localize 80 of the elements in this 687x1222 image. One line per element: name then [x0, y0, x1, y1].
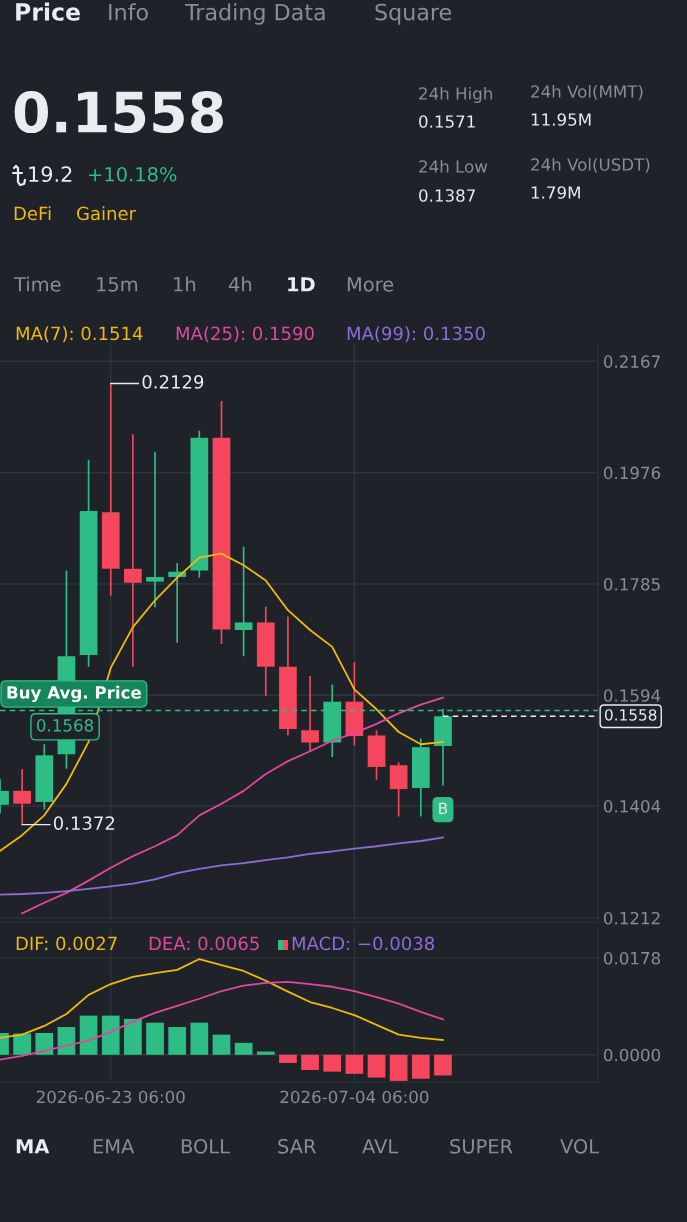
text: 19.2: [29, 166, 72, 183]
y-tick-label: 0.0178: [603, 951, 661, 965]
text: MA(7): 0.1514: [16, 326, 143, 343]
bar: [57, 1027, 76, 1055]
bar: [212, 1034, 231, 1055]
text: SUPER: [450, 1138, 513, 1154]
y-tick-label: 0.0000: [603, 1048, 661, 1062]
bar: [345, 1054, 364, 1074]
y-tick-label: 0.1976: [603, 466, 661, 480]
text: 4h: [228, 276, 252, 292]
text: EMA: [93, 1139, 135, 1154]
annotation: 0.1372: [53, 816, 115, 830]
line-series: [0, 958, 444, 1042]
text: BOLL: [181, 1138, 230, 1154]
bar: [101, 1015, 120, 1055]
candlestick: [146, 450, 164, 609]
bar: [434, 1054, 452, 1076]
annotation: B: [439, 802, 448, 814]
text: MA: [16, 1139, 50, 1154]
legend-label: MACD: −0.0038: [292, 936, 435, 951]
text: More: [347, 277, 394, 292]
text: 24h Low: [419, 159, 488, 173]
bar: [301, 1054, 319, 1071]
candlestick: [13, 768, 32, 826]
bar: [35, 1033, 54, 1055]
text: 24h Vol(MMT): [531, 84, 643, 100]
text: DeFi: [14, 206, 51, 221]
y-tick-label: 0.1594: [603, 689, 661, 702]
text: Time: [13, 276, 61, 292]
text: Square: [375, 3, 452, 25]
text: 15m: [97, 277, 138, 292]
bar: [389, 1054, 408, 1081]
bar: [367, 1054, 386, 1078]
y-tick-label: 0.2167: [603, 355, 660, 368]
line-series: [0, 836, 444, 896]
text: 0.1387: [419, 189, 475, 202]
candlestick: [234, 545, 253, 658]
text: Info: [109, 3, 148, 21]
text: 1h: [174, 276, 196, 292]
bar: [124, 1018, 142, 1055]
text: 24h Vol(USDT): [531, 157, 650, 173]
text: 1D: [288, 277, 315, 292]
x-tick-label: 2026-07-04 06:00: [280, 1090, 429, 1104]
text: 0.1558: [14, 91, 223, 134]
ref-line-label: 0.1558: [604, 709, 657, 721]
bar: [279, 1054, 297, 1063]
bar: [79, 1015, 98, 1055]
text: Gainer: [77, 206, 137, 221]
candlestick: [124, 433, 142, 668]
x-tick-label: 2026-06-23 06:00: [36, 1090, 185, 1104]
bar: [234, 1042, 253, 1055]
text: 11.95M: [531, 113, 591, 126]
bar: [13, 1033, 32, 1055]
bar: [256, 1051, 275, 1055]
bar: [190, 1022, 209, 1055]
text: 1.79M: [531, 186, 580, 199]
text: VOL: [560, 1138, 599, 1154]
text: 0.1571: [419, 115, 475, 128]
text: MA(25): 0.1590: [176, 326, 314, 343]
text: AVL: [362, 1139, 399, 1154]
y-tick-label: 0.1404: [603, 799, 661, 813]
series-label: DIF: 0.0027: [16, 936, 117, 951]
text: +10.18%: [89, 166, 177, 182]
text: Trading Data: [184, 3, 325, 25]
candlestick: [301, 675, 319, 753]
text: Price: [16, 2, 80, 21]
bar: [146, 1022, 164, 1055]
series-label: DEA: 0.0065: [149, 936, 259, 951]
line-series: [0, 980, 444, 1061]
bar: [323, 1054, 342, 1072]
text: MA(99): 0.1350: [347, 326, 485, 343]
bar: [411, 1054, 430, 1079]
y-tick-label: 0.1785: [603, 577, 660, 591]
ref-line-label: Buy Avg. Price 0.1568: [7, 685, 141, 732]
text: SAR: [278, 1138, 316, 1154]
y-tick-label: 0.1212: [603, 911, 660, 925]
text: 24h High: [419, 86, 492, 104]
annotation: 0.2129: [142, 375, 204, 389]
candlestick: [389, 761, 408, 818]
bar: [168, 1027, 187, 1055]
